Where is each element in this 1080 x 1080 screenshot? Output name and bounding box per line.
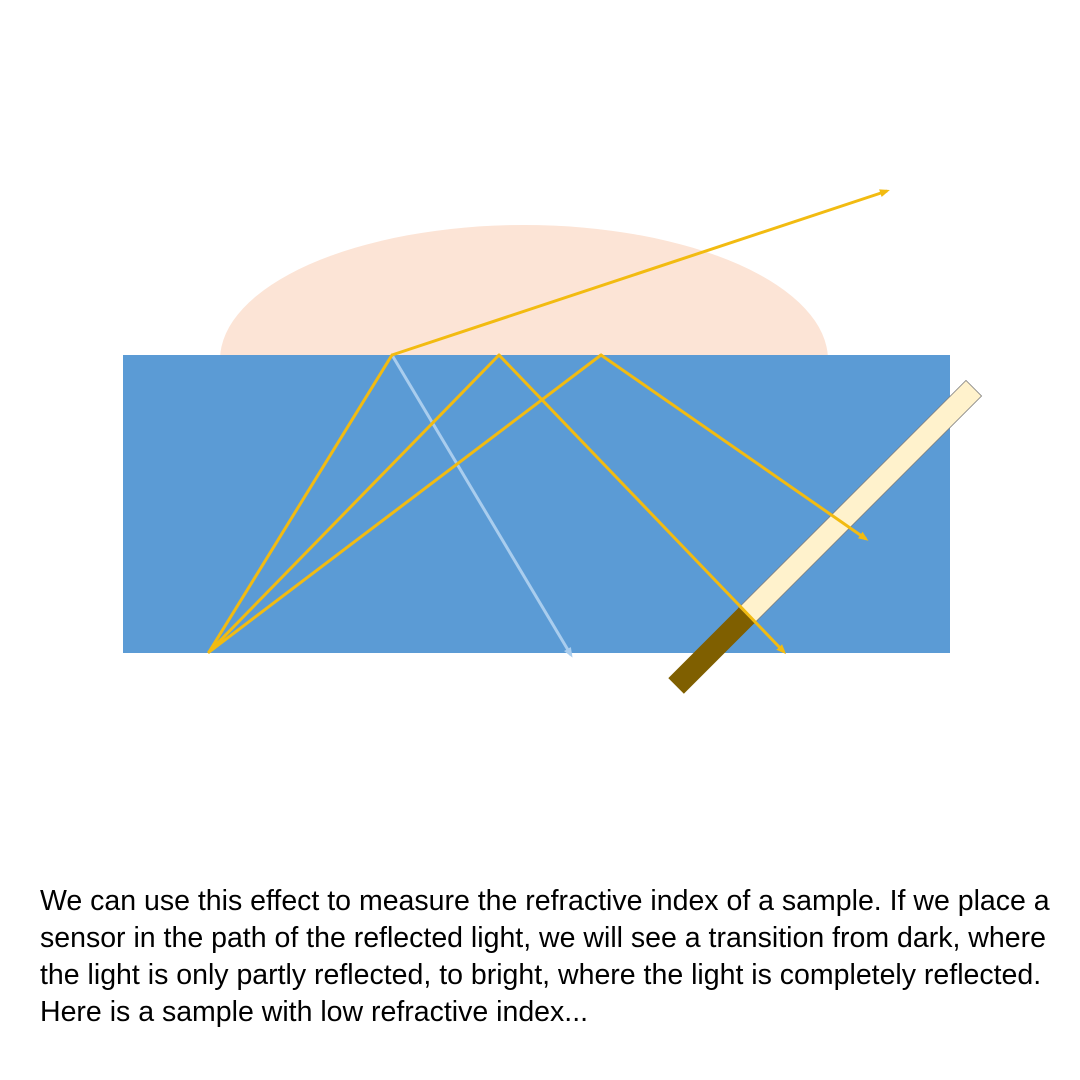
incident-rays [207,353,603,654]
transmitted-ray [390,354,573,658]
reflected-ray-1 [497,353,787,655]
incident-ray-3 [207,353,603,654]
reflected-ray-2 [600,353,869,541]
caption-text: We can use this effect to measure the re… [40,885,1050,1028]
incident-ray-1 [207,353,394,654]
sensor-dark-segment [668,607,755,694]
prism-block [123,355,950,653]
sample-drop [220,225,828,356]
incident-ray-2 [207,353,501,654]
sensor [668,379,983,694]
exit-ray [391,189,890,357]
